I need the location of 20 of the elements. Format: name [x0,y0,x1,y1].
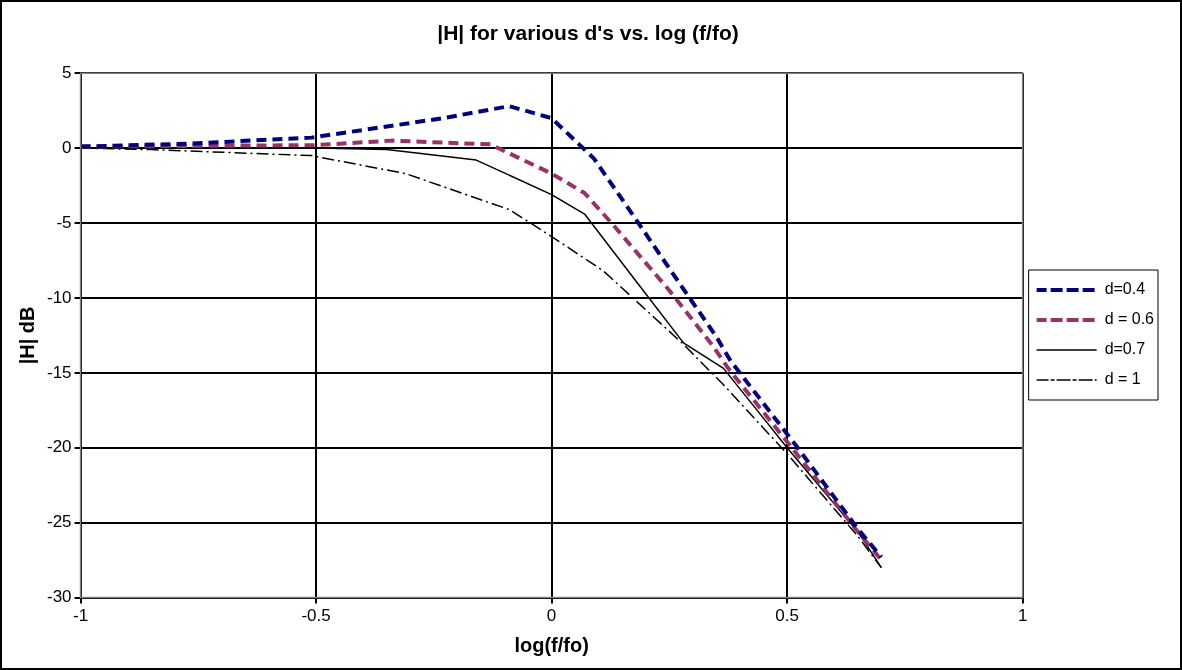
y-tick-label: -15 [46,362,72,382]
x-tick-label: -0.5 [301,606,331,626]
y-tick-label: -10 [46,287,72,307]
x-tick-label: 0.5 [775,606,799,626]
x-tick-label: -1 [73,606,89,626]
y-axis-title: |H| dB [15,306,38,365]
y-tick-label: -5 [56,212,72,232]
x-axis-title: log(f/fo) [514,633,589,656]
y-tick-label: -25 [46,512,72,532]
legend-label: d=0.7 [1104,340,1146,358]
x-tick-label: 1 [1017,606,1028,626]
x-tick-label: 0 [546,606,557,626]
legend-label: d = 1 [1104,370,1141,388]
legend-label: d=0.4 [1104,280,1146,298]
legend-label: d = 0.6 [1104,310,1155,328]
y-tick-label: -30 [46,587,72,607]
y-tick-label: 0 [62,137,72,157]
chart-title: |H| for various d's vs. log (f/fo) [437,21,739,45]
y-tick-label: 5 [62,62,72,82]
y-tick-label: -20 [46,437,72,457]
